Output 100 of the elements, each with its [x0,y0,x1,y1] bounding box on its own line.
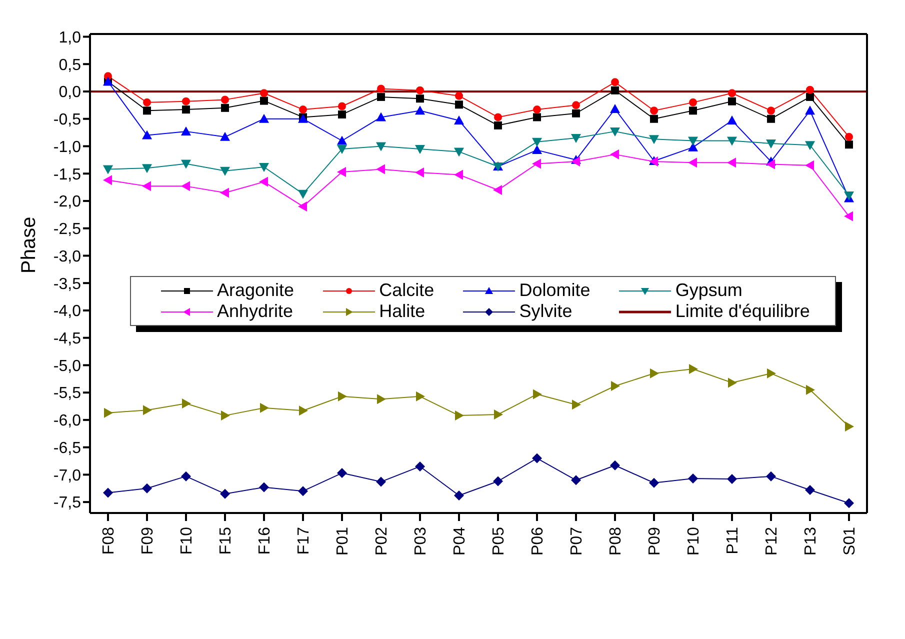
point [337,468,347,478]
point [533,106,541,114]
point [376,476,386,487]
y-tick-label: -5,0 [53,358,82,375]
point [494,121,502,130]
point [455,92,463,100]
point [610,104,620,113]
point [494,113,502,122]
x-tick-label: F16 [256,526,274,555]
point [298,201,307,212]
y-axis-title: Phase [18,216,40,274]
point [728,378,737,388]
legend-label: Halite [379,301,426,322]
y-tick-label: -5,5 [53,385,82,402]
point [845,132,853,141]
legend-label: Limite d'équilibre [675,301,810,322]
point [104,408,113,418]
point [767,368,776,378]
y-tick-label: 0,0 [58,84,82,102]
y-tick-label: -2,0 [53,194,82,211]
point [182,97,190,106]
point [689,364,698,374]
x-tick-label: P07 [568,526,586,556]
point [532,138,542,147]
y-tick-label: -0,5 [53,112,82,129]
point [766,471,776,482]
point [805,160,814,170]
y-tick-label: -3,5 [53,276,82,293]
point [299,406,308,416]
point [377,84,385,93]
point [571,475,581,486]
x-tick-label: S01 [841,526,858,556]
point [688,136,698,146]
point [610,127,620,136]
y-tick-label: -2,5 [53,221,82,238]
y-tick-label: 1,0 [58,29,82,46]
point [845,422,854,432]
y-tick-label: -3,0 [53,248,82,266]
point [650,106,658,115]
point [494,409,503,420]
x-tick-label: P02 [373,526,390,556]
point [454,115,464,124]
point [338,102,346,110]
point [806,384,815,395]
legend-label: Sylvite [519,301,572,322]
point [143,106,151,115]
point [649,135,659,144]
point [338,110,346,118]
point [727,115,737,124]
point [767,106,775,115]
x-tick-label: P13 [802,526,820,556]
point [103,175,112,186]
point [572,101,580,110]
y-tick-label: -7,0 [53,467,82,484]
point [142,181,151,192]
point [611,78,619,86]
point [259,114,269,123]
point [377,92,385,101]
point [377,394,386,404]
point [728,89,736,98]
point [805,106,815,115]
x-tick-label: P05 [490,526,508,556]
point [376,164,385,174]
x-tick-label: P04 [451,526,468,556]
point [766,139,776,148]
point [221,96,229,104]
point [844,211,853,222]
x-tick-label: P12 [763,526,780,556]
point [688,158,697,168]
point [454,148,464,157]
point [571,156,580,167]
x-tick-label: F08 [100,526,118,555]
point [455,100,463,109]
point [376,142,386,152]
point [532,453,542,464]
point [220,166,230,176]
point [181,181,190,192]
point [767,114,775,123]
point [103,165,113,174]
point [181,126,191,136]
point [572,109,580,118]
x-tick-label: F17 [295,526,312,555]
legend-label: Dolomite [519,280,590,301]
x-tick-label: P01 [334,526,352,556]
point [805,485,815,496]
point [611,86,619,94]
point [298,190,308,199]
point [142,130,152,140]
point [415,168,424,178]
point [455,410,464,421]
point [298,486,308,496]
y-tick-label: -1,5 [53,166,82,184]
point [727,474,737,484]
point [493,476,503,486]
point [376,112,386,122]
x-tick-label: F15 [217,526,234,555]
y-tick-label: -4,5 [53,330,82,348]
point [143,98,151,106]
x-tick-label: F10 [178,526,196,555]
point [610,460,620,470]
